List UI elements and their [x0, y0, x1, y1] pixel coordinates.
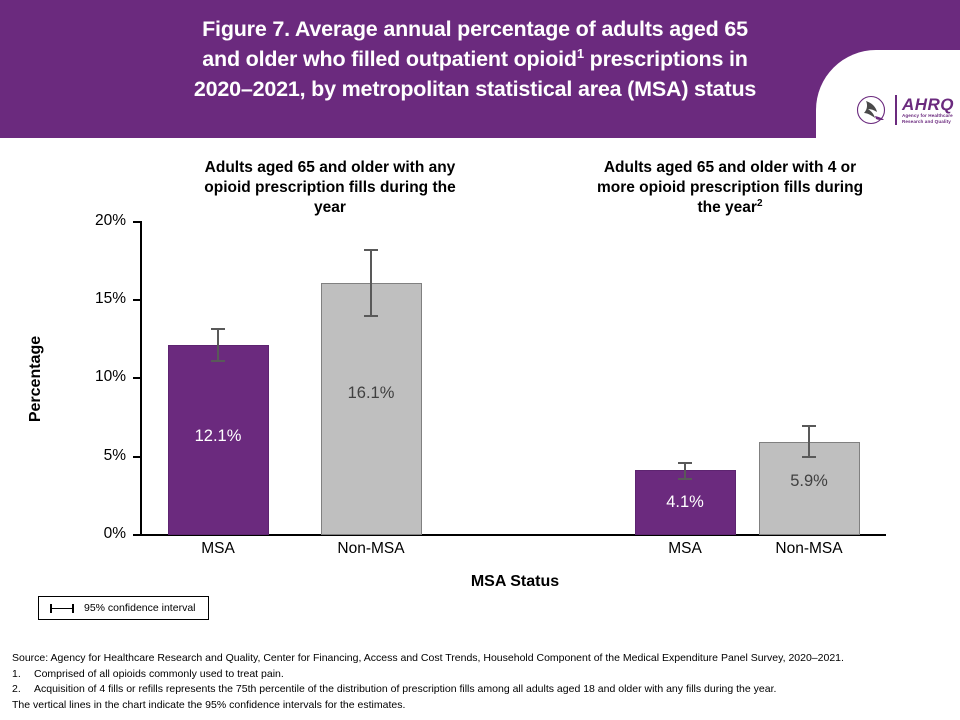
figure-title-line3: 2020–2021, by metropolitan statistical a… — [193, 77, 757, 101]
errorbar-cap-bottom-four-or-more-non-msa — [802, 456, 816, 458]
bar-any-fills-msa[interactable] — [168, 345, 269, 535]
y-tick-label-20: 20% — [94, 212, 126, 229]
errorbar-cap-bottom-four-or-more-msa — [678, 478, 692, 480]
footnote-2: 2. Acquisition of 4 fills or refills rep… — [12, 682, 952, 698]
bar-label-four-or-more-non-msa: 5.9% — [790, 472, 828, 490]
errorbar-cap-top-four-or-more-msa — [678, 462, 692, 464]
figure-title-line2-post: prescriptions in — [583, 47, 748, 71]
panel-left-title-line1: Adults aged 65 and older with any — [204, 159, 456, 176]
logo-plate — [816, 50, 960, 138]
figure-title-footnote-marker-1: 1 — [576, 45, 584, 61]
panel-left-title-line2: opioid prescription fills during the — [204, 179, 456, 196]
error-bar-icon — [49, 603, 75, 614]
errorbar-cap-top-any-fills-msa — [211, 328, 225, 330]
figure-title: Figure 7. Average annual percentage of a… — [95, 14, 855, 104]
logo-text: AHRQ Agency for Healthcare Research and … — [902, 96, 954, 125]
footnote-source: Source: Agency for Healthcare Research a… — [12, 652, 844, 664]
ahrq-logo: AHRQ Agency for Healthcare Research and … — [856, 92, 954, 128]
footnote-1: 1. Comprised of all opioids commonly use… — [12, 667, 952, 683]
y-axis-title: Percentage — [27, 335, 44, 423]
errorbar-four-or-more-msa — [684, 462, 686, 480]
footnote-1-number: 1. — [12, 667, 21, 680]
errorbar-four-or-more-non-msa — [808, 425, 810, 458]
panel-right-title-line3: the year — [697, 199, 757, 216]
x-label-four-or-more-msa: MSA — [668, 540, 702, 557]
logo-acronym: AHRQ — [901, 94, 954, 114]
legend: 95% confidence interval — [38, 596, 209, 620]
footnote-2-text: Acquisition of 4 fills or refills repres… — [34, 683, 777, 695]
panel-right-title-line2: more opioid prescription fills during — [596, 179, 864, 196]
panel-left-title-line3: year — [314, 199, 346, 216]
panel-title-four-or-more-fills: Adults aged 65 and older with 4 or more … — [545, 158, 915, 218]
y-tick-label-0: 0% — [103, 525, 126, 542]
x-label-any-fills-msa: MSA — [201, 540, 235, 557]
bar-label-four-or-more-msa: 4.1% — [666, 493, 704, 511]
y-tick-20 — [133, 221, 141, 223]
y-tick-15 — [133, 299, 141, 301]
y-tick-label-15: 15% — [94, 290, 126, 307]
y-tick-0 — [133, 534, 141, 536]
y-axis-line — [140, 221, 142, 536]
footnote-1-text: Comprised of all opioids commonly used t… — [34, 667, 284, 680]
x-axis-line — [140, 534, 886, 536]
bar-label-any-fills-msa: 12.1% — [194, 427, 242, 445]
x-axis-title: MSA Status — [470, 573, 560, 590]
errorbar-any-fills-msa — [217, 328, 219, 362]
footnote-2-number: 2. — [12, 683, 21, 695]
bar-four-or-more-msa[interactable] — [635, 470, 736, 535]
logo-divider — [895, 95, 897, 125]
errorbar-cap-bottom-any-fills-msa — [211, 360, 225, 362]
x-label-any-fills-non-msa: Non-MSA — [337, 540, 405, 557]
bar-any-fills-non-msa[interactable] — [321, 283, 422, 535]
errorbar-any-fills-non-msa — [370, 249, 372, 317]
y-tick-label-10: 10% — [94, 368, 126, 385]
y-tick-5 — [133, 456, 141, 458]
figure-title-line2-pre: and older who filled outpatient opioid — [202, 47, 577, 71]
bar-label-any-fills-non-msa: 16.1% — [347, 384, 395, 402]
footnote-3-text: The vertical lines in the chart indicate… — [12, 698, 406, 711]
errorbar-cap-top-any-fills-non-msa — [364, 249, 378, 251]
y-tick-label-5: 5% — [103, 447, 126, 464]
logo-tagline-line1: Agency for Healthcare — [901, 112, 953, 118]
hhs-eagle-icon — [856, 92, 890, 128]
y-tick-10 — [133, 377, 141, 379]
errorbar-cap-bottom-any-fills-non-msa — [364, 315, 378, 317]
panel-title-any-fills: Adults aged 65 and older with any opioid… — [150, 158, 510, 218]
legend-label-confidence-interval: 95% confidence interval — [84, 602, 196, 614]
logo-tagline-line2: Research and Quality — [901, 118, 951, 124]
header-banner: Figure 7. Average annual percentage of a… — [0, 0, 960, 138]
panel-right-title-line1: Adults aged 65 and older with 4 or — [603, 159, 857, 176]
errorbar-cap-top-four-or-more-non-msa — [802, 425, 816, 427]
figure-title-line1: Figure 7. Average annual percentage of a… — [202, 17, 748, 41]
x-label-four-or-more-non-msa: Non-MSA — [775, 540, 843, 557]
footnotes: Source: Agency for Healthcare Research a… — [12, 651, 952, 713]
panel-right-footnote-marker-2: 2 — [756, 197, 763, 209]
